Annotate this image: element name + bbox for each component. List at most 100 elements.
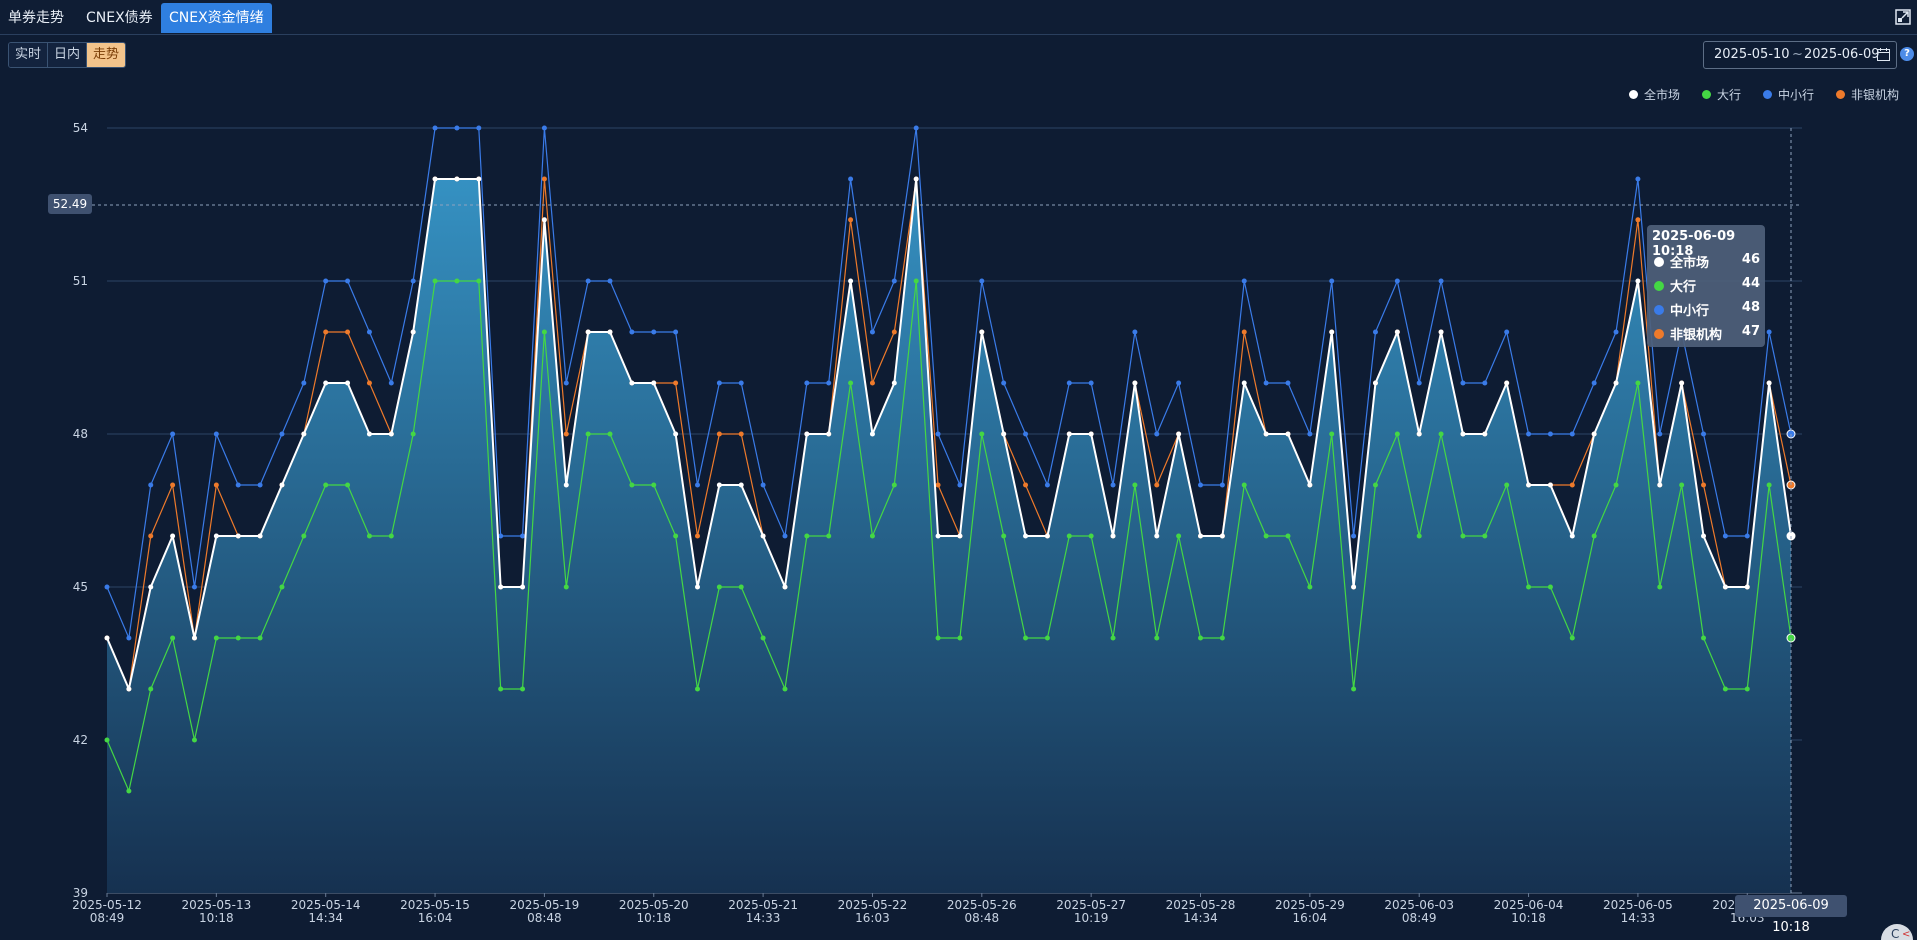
data-point[interactable]: [1023, 533, 1029, 539]
data-point[interactable]: [979, 329, 985, 335]
data-point[interactable]: [1044, 533, 1050, 539]
data-point[interactable]: [279, 431, 285, 437]
data-point[interactable]: [104, 737, 110, 743]
data-point[interactable]: [1066, 380, 1072, 386]
expand-icon[interactable]: [1895, 9, 1911, 25]
data-point[interactable]: [1132, 329, 1138, 335]
data-point[interactable]: [104, 635, 110, 641]
data-point[interactable]: [323, 380, 329, 386]
data-point[interactable]: [1088, 431, 1094, 437]
tab-single-bond-trend[interactable]: 单券走势: [8, 10, 64, 26]
data-point[interactable]: [1263, 431, 1269, 437]
data-point[interactable]: [848, 217, 854, 223]
data-point[interactable]: [1001, 431, 1007, 437]
data-point[interactable]: [1241, 380, 1247, 386]
data-point[interactable]: [410, 278, 416, 284]
data-point[interactable]: [935, 533, 941, 539]
data-point[interactable]: [191, 584, 197, 590]
data-point[interactable]: [1023, 431, 1029, 437]
data-point[interactable]: [716, 584, 722, 590]
data-point[interactable]: [1110, 635, 1116, 641]
data-point[interactable]: [1657, 482, 1663, 488]
data-point[interactable]: [1110, 533, 1116, 539]
data-point[interactable]: [1722, 533, 1728, 539]
data-point[interactable]: [345, 278, 351, 284]
data-point[interactable]: [1657, 431, 1663, 437]
data-point[interactable]: [760, 635, 766, 641]
data-point[interactable]: [345, 329, 351, 335]
data-point[interactable]: [170, 431, 176, 437]
data-point[interactable]: [979, 278, 985, 284]
data-point[interactable]: [1154, 482, 1160, 488]
data-point[interactable]: [1526, 482, 1532, 488]
data-point[interactable]: [694, 584, 700, 590]
data-point[interactable]: [760, 482, 766, 488]
legend-item-all-market[interactable]: 全市场: [1628, 86, 1680, 103]
data-point[interactable]: [585, 431, 591, 437]
data-point[interactable]: [520, 584, 526, 590]
legend-item-small-mid-banks[interactable]: 中小行: [1762, 86, 1814, 103]
data-point[interactable]: [301, 431, 307, 437]
data-point[interactable]: [869, 431, 875, 437]
data-point[interactable]: [869, 533, 875, 539]
corner-toggle-icon[interactable]: C <: [1877, 921, 1917, 940]
data-point[interactable]: [1285, 380, 1291, 386]
mode-intraday-button[interactable]: 日内: [48, 43, 88, 67]
data-point[interactable]: [1394, 278, 1400, 284]
data-point[interactable]: [235, 533, 241, 539]
data-point[interactable]: [1438, 278, 1444, 284]
data-point[interactable]: [1438, 431, 1444, 437]
data-point[interactable]: [279, 482, 285, 488]
data-point[interactable]: [1372, 482, 1378, 488]
data-point[interactable]: [804, 380, 810, 386]
data-point[interactable]: [891, 482, 897, 488]
data-point[interactable]: [935, 635, 941, 641]
data-point[interactable]: [1547, 431, 1553, 437]
data-point[interactable]: [1219, 482, 1225, 488]
data-point[interactable]: [476, 278, 482, 284]
data-point[interactable]: [563, 380, 569, 386]
data-point[interactable]: [1023, 482, 1029, 488]
data-point[interactable]: [563, 431, 569, 437]
data-point[interactable]: [170, 482, 176, 488]
data-point[interactable]: [1285, 431, 1291, 437]
data-point[interactable]: [1635, 176, 1641, 182]
data-point[interactable]: [213, 533, 219, 539]
data-point[interactable]: [1154, 635, 1160, 641]
data-point[interactable]: [1394, 329, 1400, 335]
data-point[interactable]: [629, 482, 635, 488]
series-line[interactable]: [106, 178, 1792, 690]
data-point[interactable]: [498, 533, 504, 539]
data-point[interactable]: [432, 278, 438, 284]
data-point[interactable]: [1504, 329, 1510, 335]
data-point[interactable]: [1613, 380, 1619, 386]
data-point[interactable]: [1307, 431, 1313, 437]
data-point[interactable]: [476, 125, 482, 131]
data-point[interactable]: [454, 176, 460, 182]
data-point[interactable]: [454, 278, 460, 284]
data-point[interactable]: [323, 482, 329, 488]
data-point[interactable]: [1263, 533, 1269, 539]
data-point[interactable]: [1351, 584, 1357, 590]
data-point[interactable]: [1701, 482, 1707, 488]
data-point[interactable]: [410, 431, 416, 437]
data-point[interactable]: [1591, 431, 1597, 437]
data-point[interactable]: [498, 584, 504, 590]
data-point[interactable]: [323, 278, 329, 284]
data-point[interactable]: [1460, 380, 1466, 386]
data-point[interactable]: [1023, 635, 1029, 641]
data-point[interactable]: [1547, 482, 1553, 488]
data-point[interactable]: [869, 329, 875, 335]
data-point[interactable]: [148, 686, 154, 692]
data-point[interactable]: [476, 176, 482, 182]
mode-realtime-button[interactable]: 实时: [9, 43, 49, 67]
data-point[interactable]: [126, 635, 132, 641]
data-point[interactable]: [1416, 431, 1422, 437]
data-point[interactable]: [585, 278, 591, 284]
data-point[interactable]: [388, 533, 394, 539]
data-point[interactable]: [782, 533, 788, 539]
data-point[interactable]: [1176, 431, 1182, 437]
data-point[interactable]: [1307, 482, 1313, 488]
data-point[interactable]: [1066, 431, 1072, 437]
data-point[interactable]: [1176, 533, 1182, 539]
